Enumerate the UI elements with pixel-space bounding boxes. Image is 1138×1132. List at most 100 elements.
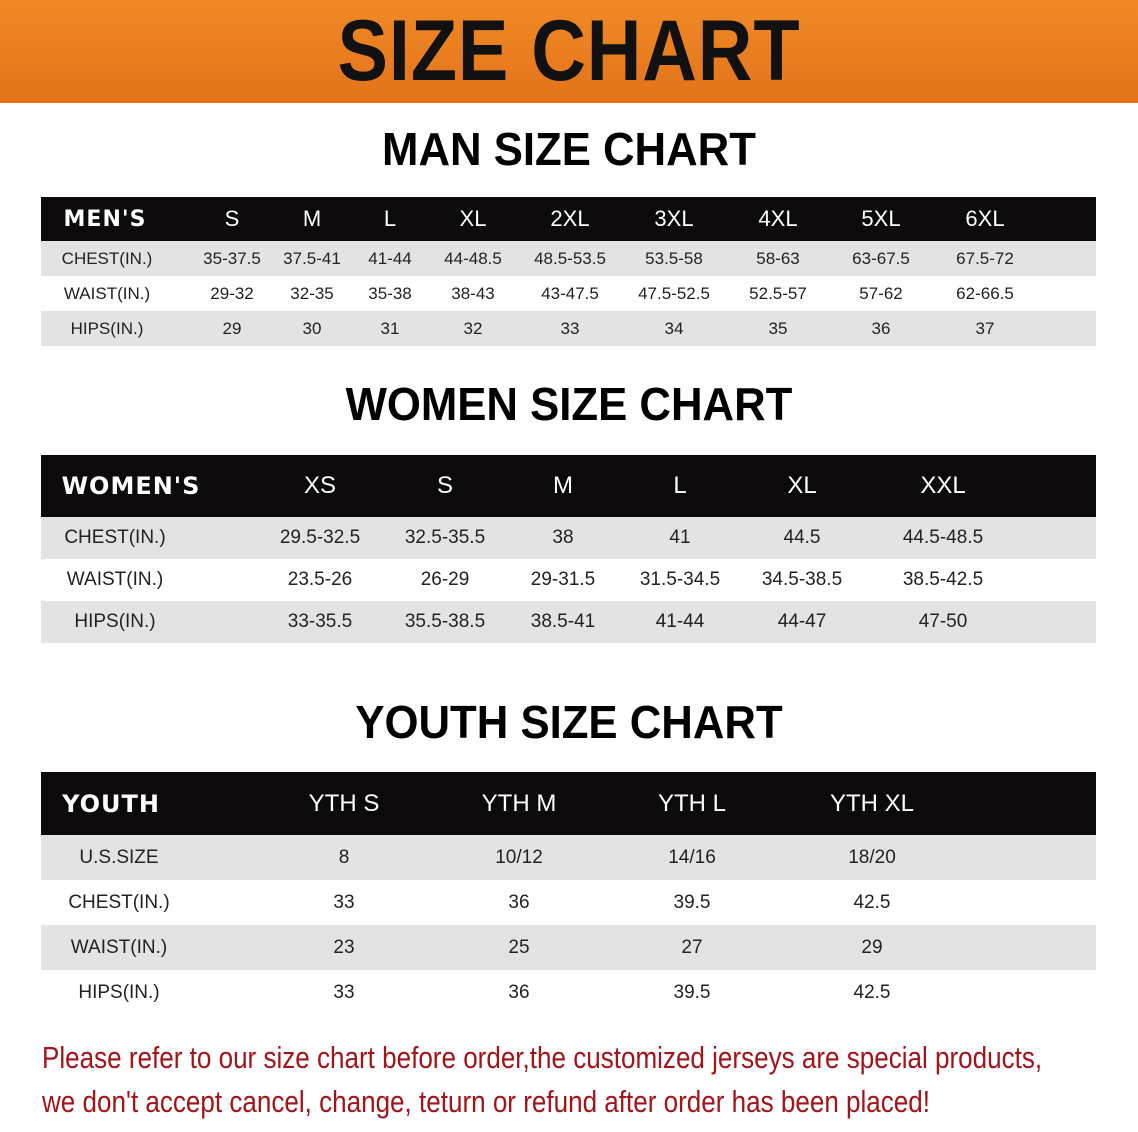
- measurement-value: 41: [669, 527, 691, 548]
- measurement-label: WAIST(IN.): [70, 936, 168, 958]
- measurement-value: 38-43: [451, 283, 495, 303]
- note-line-1: Please refer to our size chart before or…: [42, 1040, 1043, 1075]
- youth-title: YOUTH SIZE CHART: [355, 696, 783, 748]
- measurement-value: 48.5-53.5: [534, 248, 606, 268]
- size-header-cell: 6XL: [965, 206, 1005, 231]
- measurement-value: 23.5-26: [287, 569, 353, 590]
- measurement-label: HIPS(IN.): [74, 611, 156, 632]
- measurement-label: CHEST(IN.): [68, 891, 170, 913]
- measurement-value: 10/12: [495, 846, 543, 868]
- measurement-value: 36: [871, 318, 891, 338]
- measurement-value: 58-63: [756, 248, 800, 268]
- men-header-row: MEN'S S M L XL 2XL 3XL 4XL 5XL 6XL: [41, 197, 1096, 241]
- table-title-cell: YOUTH: [62, 789, 160, 818]
- measurement-value: 29-32: [210, 283, 254, 303]
- table-row: CHEST(IN.) 35-37.5 37.5-41 41-44 44-48.5 48.5…: [41, 241, 1096, 276]
- measurement-value: 18/20: [848, 846, 896, 868]
- measurement-value: 52.5-57: [749, 283, 807, 303]
- measurement-value: 38.5-42.5: [902, 569, 984, 590]
- youth-header-row: YOUTH YTH S YTH M YTH L YTH XL: [41, 772, 1096, 835]
- measurement-value: 32.5-35.5: [404, 527, 486, 548]
- measurement-value: 37: [975, 318, 995, 338]
- measurement-value: 33-35.5: [287, 611, 353, 632]
- measurement-value: 31: [380, 318, 400, 338]
- measurement-value: 32-35: [290, 283, 334, 303]
- banner: SIZE CHART: [0, 0, 1138, 103]
- men-title: MAN SIZE CHART: [382, 123, 756, 175]
- table-row: HIPS(IN.) 33 36 39.5 42.5: [41, 970, 1096, 1015]
- measurement-value: 43-47.5: [541, 283, 599, 303]
- men-size-table: MEN'S S M L XL 2XL 3XL 4XL 5XL 6XL CHEST(IN.) 35-37…: [41, 197, 1096, 346]
- size-header-cell: XL: [787, 472, 817, 499]
- measurement-value: 57-62: [859, 283, 903, 303]
- measurement-value: 27: [681, 936, 703, 958]
- table-row: WAIST(IN.) 23.5-26 26-29 29-31.5 31.5-34.5 34…: [41, 559, 1096, 601]
- measurement-label: WAIST(IN.): [63, 283, 151, 303]
- women-header-row: WOMEN'S XS S M L XL XXL: [41, 455, 1096, 517]
- measurement-value: 23: [333, 936, 355, 958]
- table-row: HIPS(IN.) 33-35.5 35.5-38.5 38.5-41 41-44 44-…: [41, 601, 1096, 643]
- size-header-cell: YTH M: [481, 789, 557, 817]
- measurement-value: 35-38: [368, 283, 412, 303]
- table-title-cell: WOMEN'S: [61, 472, 201, 500]
- measurement-value: 39.5: [673, 981, 711, 1003]
- women-title: WOMEN SIZE CHART: [345, 378, 793, 430]
- measurement-label: CHEST(IN.): [61, 248, 153, 268]
- measurement-value: 34.5-38.5: [761, 569, 843, 590]
- measurement-value: 25: [508, 936, 530, 958]
- measurement-value: 44.5: [783, 527, 821, 548]
- measurement-value: 35.5-38.5: [404, 611, 486, 632]
- measurement-label: HIPS(IN.): [70, 318, 144, 338]
- measurement-value: 14/16: [668, 846, 716, 868]
- measurement-label: U.S.SIZE: [79, 846, 159, 868]
- measurement-value: 37.5-41: [283, 248, 341, 268]
- size-header-cell: S: [436, 472, 454, 499]
- measurement-value: 35-37.5: [203, 248, 261, 268]
- measurement-value: 34: [664, 318, 684, 338]
- measurement-label: HIPS(IN.): [78, 981, 160, 1003]
- measurement-value: 26-29: [420, 569, 470, 590]
- measurement-value: 30: [302, 318, 322, 338]
- measurement-value: 47.5-52.5: [638, 283, 710, 303]
- size-header-cell: 4XL: [758, 206, 798, 231]
- measurement-value: 31.5-34.5: [639, 569, 721, 590]
- banner-title: SIZE CHART: [337, 3, 801, 99]
- table-row: WAIST(IN.) 29-32 32-35 35-38 38-43 43-47.5 47.…: [41, 276, 1096, 311]
- measurement-value: 44.5-48.5: [902, 527, 984, 548]
- measurement-label: WAIST(IN.): [66, 569, 164, 590]
- size-header-cell: 3XL: [654, 206, 694, 231]
- size-header-cell: L: [673, 472, 687, 499]
- measurement-value: 38: [552, 527, 574, 548]
- measurement-value: 36: [508, 891, 530, 913]
- size-header-cell: S: [224, 206, 240, 231]
- table-row: U.S.SIZE 8 10/12 14/16 18/20: [41, 835, 1096, 880]
- measurement-value: 39.5: [673, 891, 711, 913]
- table-title-cell: MEN'S: [63, 206, 147, 232]
- table-row: CHEST(IN.) 29.5-32.5 32.5-35.5 38 41 44.5 44.5…: [41, 517, 1096, 559]
- measurement-value: 33: [560, 318, 580, 338]
- measurement-value: 41-44: [655, 611, 705, 632]
- measurement-value: 38.5-41: [530, 611, 596, 632]
- measurement-value: 63-67.5: [852, 248, 910, 268]
- measurement-value: 42.5: [853, 981, 891, 1003]
- measurement-value: 29.5-32.5: [279, 527, 361, 548]
- measurement-value: 32: [463, 318, 483, 338]
- size-header-cell: XXL: [920, 472, 966, 499]
- size-header-cell: XS: [303, 472, 337, 499]
- size-header-cell: YTH XL: [829, 789, 915, 817]
- measurement-value: 29-31.5: [530, 569, 596, 590]
- measurement-value: 36: [508, 981, 530, 1003]
- measurement-value: 33: [333, 981, 355, 1003]
- measurement-value: 35: [768, 318, 788, 338]
- measurement-value: 62-66.5: [956, 283, 1014, 303]
- table-row: CHEST(IN.) 33 36 39.5 42.5: [41, 880, 1096, 925]
- order-note: Please refer to our size chart before or…: [42, 1036, 1043, 1124]
- size-header-cell: M: [302, 206, 322, 231]
- measurement-value: 67.5-72: [956, 248, 1014, 268]
- measurement-value: 33: [333, 891, 355, 913]
- measurement-value: 47-50: [918, 611, 968, 632]
- size-header-cell: XL: [459, 206, 487, 231]
- size-header-cell: 5XL: [861, 206, 901, 231]
- measurement-value: 44-48.5: [444, 248, 502, 268]
